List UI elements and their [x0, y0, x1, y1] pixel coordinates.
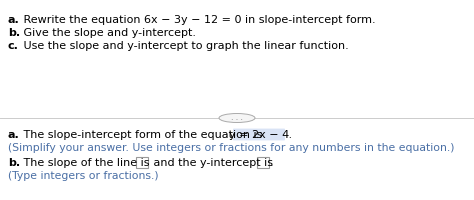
Ellipse shape [219, 114, 255, 122]
Text: c.: c. [8, 41, 19, 51]
Text: . . .: . . . [231, 114, 243, 122]
Text: Rewrite the equation 6x − 3y − 12 = 0 in slope-intercept form.: Rewrite the equation 6x − 3y − 12 = 0 in… [20, 15, 375, 25]
FancyBboxPatch shape [233, 129, 285, 140]
Text: a.: a. [8, 130, 20, 140]
Text: y = 2x − 4: y = 2x − 4 [229, 130, 289, 140]
Text: The slope-intercept form of the equation is: The slope-intercept form of the equation… [20, 130, 266, 140]
Text: b.: b. [8, 158, 20, 168]
Text: Use the slope and y-intercept to graph the linear function.: Use the slope and y-intercept to graph t… [20, 41, 349, 51]
Text: Give the slope and y-intercept.: Give the slope and y-intercept. [20, 28, 196, 38]
Text: a.: a. [8, 15, 20, 25]
FancyBboxPatch shape [136, 157, 148, 168]
Text: b.: b. [8, 28, 20, 38]
Text: and the y-intercept is: and the y-intercept is [150, 158, 276, 168]
FancyBboxPatch shape [257, 157, 269, 168]
Text: (Type integers or fractions.): (Type integers or fractions.) [8, 171, 159, 181]
Text: .: . [270, 158, 273, 168]
Text: The slope of the line is: The slope of the line is [20, 158, 153, 168]
Text: (Simplify your answer. Use integers or fractions for any numbers in the equation: (Simplify your answer. Use integers or f… [8, 143, 455, 153]
Text: .: . [285, 130, 292, 140]
